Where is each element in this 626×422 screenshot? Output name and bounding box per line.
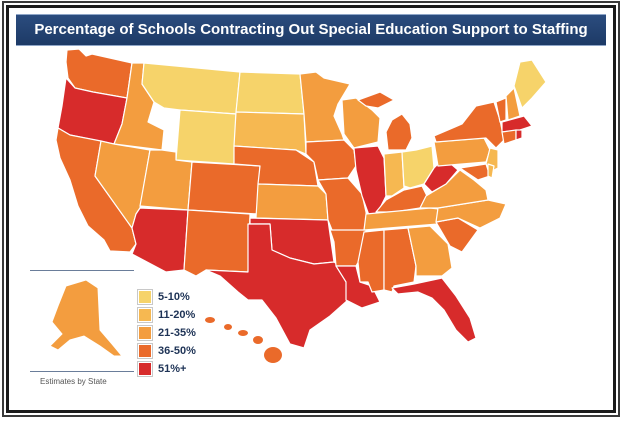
state-hawaii[interactable] (205, 317, 282, 363)
state-wyoming[interactable] (175, 109, 237, 165)
legend-swatch (138, 307, 152, 322)
state-pennsylvania[interactable] (433, 137, 491, 167)
state-colorado[interactable] (187, 161, 261, 215)
state-alaska[interactable] (49, 279, 124, 357)
legend-swatch (138, 325, 152, 340)
state-montana[interactable] (141, 62, 241, 115)
title-banner: Percentage of Schools Contracting Out Sp… (16, 14, 606, 68)
state-utah[interactable] (139, 149, 193, 211)
alaska-inset-box (30, 270, 134, 372)
state-georgia[interactable] (407, 225, 453, 277)
state-kansas[interactable] (255, 183, 329, 221)
state-new-hampshire[interactable] (505, 87, 521, 121)
state-arizona[interactable] (131, 207, 189, 273)
state-north-carolina[interactable] (435, 199, 507, 229)
state-delaware[interactable] (487, 163, 495, 179)
state-minnesota[interactable] (299, 71, 351, 143)
state-connecticut[interactable] (501, 129, 517, 145)
legend-item: 11-20% (138, 306, 196, 323)
legend-swatch (138, 361, 152, 376)
legend-item: 5-10% (138, 288, 196, 305)
legend: 5-10% 11-20% 21-35% 36-50% 51%+ (138, 288, 196, 378)
state-new-mexico[interactable] (183, 209, 251, 277)
state-texas[interactable] (205, 223, 349, 349)
legend-item: 36-50% (138, 342, 196, 359)
legend-label: 11-20% (158, 308, 196, 321)
legend-label: 36-50% (158, 344, 196, 357)
legend-label: 51%+ (158, 362, 187, 375)
state-massachusetts[interactable] (501, 115, 533, 133)
state-rhode-island[interactable] (515, 129, 523, 141)
state-maine[interactable] (513, 59, 547, 109)
map-title: Percentage of Schools Contracting Out Sp… (34, 21, 588, 68)
state-north-dakota[interactable] (235, 71, 305, 115)
state-florida[interactable] (391, 277, 477, 343)
state-south-dakota[interactable] (233, 111, 307, 155)
legend-item: 51%+ (138, 360, 196, 377)
legend-label: 5-10% (158, 290, 190, 303)
legend-label: 21-35% (158, 326, 196, 339)
legend-swatch (138, 343, 152, 358)
state-michigan[interactable] (357, 91, 413, 151)
state-louisiana[interactable] (335, 265, 381, 309)
legend-swatch (138, 289, 152, 304)
state-indiana[interactable] (383, 151, 405, 197)
state-vermont[interactable] (495, 97, 507, 123)
footnote: Estimates by State (40, 377, 107, 386)
legend-item: 21-35% (138, 324, 196, 341)
